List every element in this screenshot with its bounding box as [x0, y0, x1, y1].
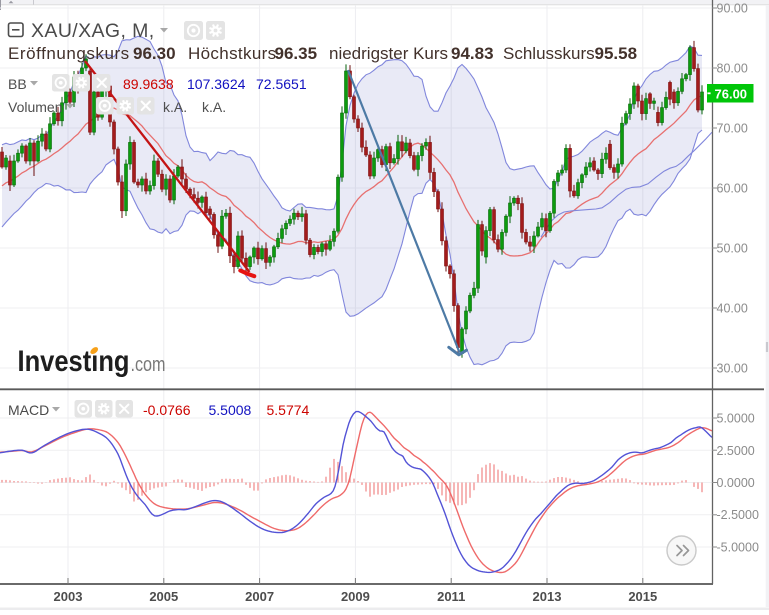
svg-text:2007: 2007 — [245, 589, 274, 604]
svg-text:96.35: 96.35 — [275, 44, 318, 63]
svg-text:2.5000: 2.5000 — [717, 444, 755, 458]
svg-text:30.00: 30.00 — [717, 362, 748, 376]
svg-text:k.A.: k.A. — [163, 99, 187, 115]
svg-text:2009: 2009 — [341, 589, 370, 604]
svg-text:0.0000: 0.0000 — [717, 476, 755, 490]
svg-text:60.00: 60.00 — [717, 182, 748, 196]
svg-text:96.30: 96.30 — [133, 44, 176, 63]
svg-text:95.58: 95.58 — [595, 44, 638, 63]
svg-text:70.00: 70.00 — [717, 122, 748, 136]
svg-text:5.5774: 5.5774 — [267, 402, 310, 418]
svg-text:94.83: 94.83 — [451, 44, 494, 63]
svg-text:89.9638: 89.9638 — [123, 76, 174, 92]
svg-text:Investing: Investing — [18, 345, 130, 378]
svg-text:niedrigster Kurs: niedrigster Kurs — [329, 44, 448, 63]
svg-text:MACD: MACD — [8, 402, 49, 418]
svg-text:80.00: 80.00 — [717, 62, 748, 76]
svg-text:2013: 2013 — [533, 589, 562, 604]
svg-text:Höchstkurs: Höchstkurs — [188, 44, 277, 63]
svg-text:2011: 2011 — [437, 589, 465, 604]
svg-text:Volumen: Volumen — [8, 99, 62, 115]
svg-text:107.3624: 107.3624 — [187, 76, 246, 92]
svg-text:Schlusskurs: Schlusskurs — [503, 44, 595, 63]
svg-text:5.0000: 5.0000 — [717, 412, 755, 426]
svg-text:2005: 2005 — [149, 589, 178, 604]
svg-text:BB: BB — [8, 76, 27, 92]
svg-text:.com: .com — [131, 354, 166, 376]
svg-text:5.5008: 5.5008 — [209, 402, 252, 418]
svg-text:40.00: 40.00 — [717, 302, 748, 316]
svg-text:72.5651: 72.5651 — [256, 76, 307, 92]
svg-text:90.00: 90.00 — [717, 2, 748, 16]
svg-text:XAU/XAG, M,: XAU/XAG, M, — [31, 20, 155, 42]
svg-text:-5.0000: -5.0000 — [717, 541, 759, 555]
svg-text:Eröffnungskurs: Eröffnungskurs — [8, 44, 130, 63]
svg-text:50.00: 50.00 — [717, 242, 748, 256]
svg-text:76.00: 76.00 — [715, 87, 748, 102]
svg-text:k.A.: k.A. — [202, 99, 226, 115]
svg-text:-0.0766: -0.0766 — [143, 402, 191, 418]
svg-text:-2.5000: -2.5000 — [717, 508, 759, 522]
svg-text:2003: 2003 — [54, 589, 83, 604]
svg-text:2015: 2015 — [628, 589, 657, 604]
